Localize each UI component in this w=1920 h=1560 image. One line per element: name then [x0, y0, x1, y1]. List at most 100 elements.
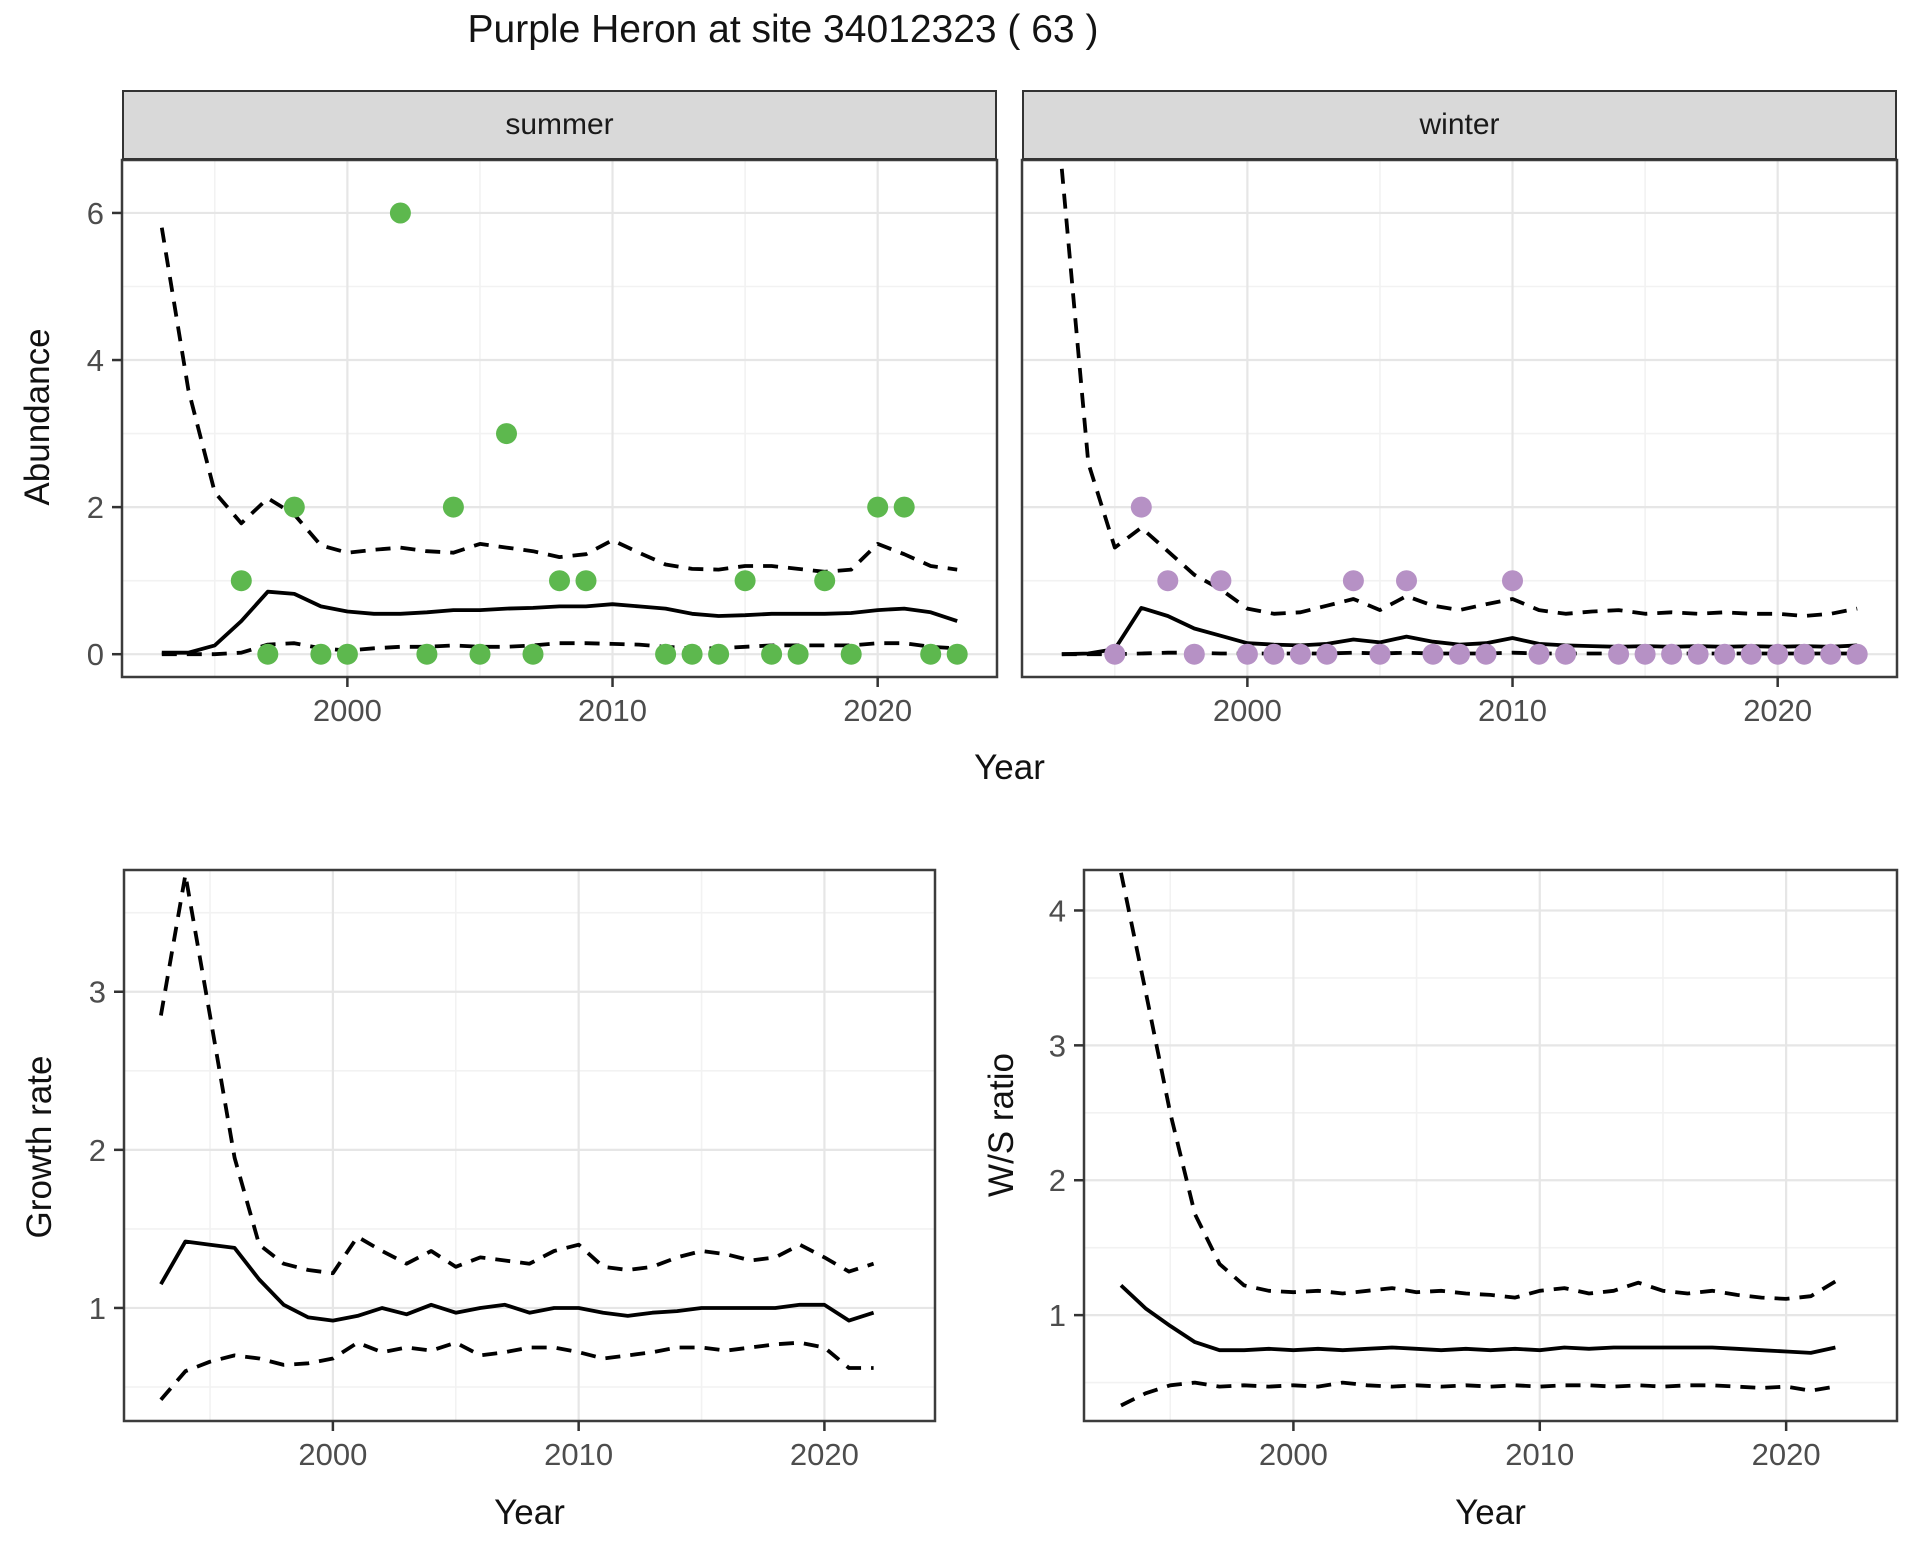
y-tick-label: 2 [89, 1133, 106, 1168]
x-tick-label: 2020 [790, 1437, 859, 1472]
panel-border [122, 868, 937, 1423]
series-lower_ci [159, 1340, 874, 1401]
series-upper_ci [159, 872, 875, 1276]
series-group [1059, 168, 1868, 665]
data-point [1263, 643, 1285, 665]
data-point [1634, 643, 1656, 665]
data-point [1104, 643, 1126, 665]
data-point [1502, 570, 1523, 592]
data-point [1449, 643, 1470, 665]
data-point [1130, 496, 1152, 518]
x-tick-label: 2000 [1259, 1437, 1328, 1472]
data-point [496, 423, 517, 445]
data-point [1555, 643, 1577, 665]
data-point [283, 496, 305, 518]
y-tick-label: 3 [1049, 1028, 1066, 1063]
x-axis-title-year-bottom-left: Year [494, 1493, 565, 1532]
data-point [416, 643, 438, 665]
x-tick-label: 2000 [1213, 693, 1282, 728]
x-axis-title-year-bottom-right: Year [1455, 1493, 1526, 1532]
y-axis-title-growth-rate: Growth rate [20, 1055, 59, 1239]
data-point [814, 570, 836, 592]
y-tick-label: 1 [1049, 1298, 1066, 1333]
panel-growth-rate: 2000 2010 2020 1 2 3 [89, 868, 937, 1472]
y-tick-label: 6 [87, 196, 104, 231]
panel-border [1082, 868, 1899, 1423]
series-lower_ci [1120, 1380, 1836, 1408]
data-point [1396, 570, 1417, 592]
series-upper_ci [1119, 872, 1837, 1301]
y-tick-label: 2 [1049, 1163, 1066, 1198]
facet-strip-summer-label: summer [505, 108, 614, 141]
data-point [787, 643, 809, 665]
series-upper_ci [1059, 168, 1858, 618]
data-point [893, 496, 915, 518]
x-tick-label: 2010 [1478, 693, 1547, 728]
panel-background [124, 870, 935, 1421]
data-point [1236, 643, 1258, 665]
data-point [1767, 643, 1789, 665]
x-axis-title-year-top: Year [974, 748, 1045, 787]
panel-border [120, 158, 999, 679]
x-tick-label: 2010 [1505, 1437, 1574, 1472]
y-axis-title-abundance: Abundance [18, 328, 57, 506]
panel-border [1020, 158, 1899, 679]
data-point [1475, 643, 1497, 665]
data-point [1316, 643, 1338, 665]
data-point [469, 643, 491, 665]
data-point [1740, 643, 1762, 665]
data-point [708, 643, 730, 665]
series-mean [161, 589, 958, 655]
series-mean [159, 1239, 875, 1323]
x-tick-label: 2020 [843, 693, 912, 728]
data-point [1608, 643, 1630, 665]
data-point [1528, 643, 1550, 665]
facet-strip-winter: winter [1022, 90, 1897, 160]
panel-background [122, 160, 997, 677]
data-point [389, 202, 411, 224]
y-tick-label: 2 [87, 490, 104, 525]
facet-strip-winter-label: winter [1419, 108, 1500, 141]
data-point [549, 570, 570, 592]
series-group [159, 202, 968, 665]
x-tick-label: 2020 [1752, 1437, 1821, 1472]
data-point [1687, 643, 1709, 665]
y-tick-label: 1 [89, 1291, 106, 1326]
data-point [1342, 570, 1364, 592]
data-point [310, 643, 332, 665]
data-point [946, 643, 968, 665]
data-point [522, 643, 544, 665]
panel-background [1084, 870, 1897, 1421]
data-point [1793, 643, 1815, 665]
y-tick-label: 4 [1049, 893, 1066, 928]
data-point [336, 643, 358, 665]
panel-abundance-winter: 2000 2010 2020 [1020, 158, 1899, 728]
panel-abundance-summer: 2000 2010 2020 0 2 4 6 [87, 158, 999, 728]
chart-title: Purple Heron at site 34012323 ( 63 ) [467, 8, 1099, 51]
x-tick-label: 2000 [313, 693, 382, 728]
data-point [1820, 643, 1842, 665]
data-point [681, 643, 703, 665]
x-tick-label: 2010 [544, 1437, 613, 1472]
data-point [867, 496, 889, 518]
data-point [1157, 570, 1179, 592]
x-tick-label: 2010 [578, 693, 647, 728]
y-tick-label: 0 [87, 637, 104, 672]
x-tick-label: 2020 [1743, 693, 1812, 728]
panel-background [1022, 160, 1897, 677]
data-point [442, 496, 464, 518]
data-point [1183, 643, 1205, 665]
series-lower_ci [161, 641, 958, 657]
data-point [840, 643, 862, 665]
data-point [230, 570, 252, 592]
y-tick-label: 3 [89, 975, 106, 1010]
series-mean [1119, 1284, 1836, 1355]
data-point [1422, 643, 1444, 665]
data-point [257, 643, 279, 665]
data-point [1661, 643, 1683, 665]
data-point [1289, 643, 1311, 665]
data-point [1210, 570, 1232, 592]
y-tick-label: 4 [87, 343, 104, 378]
